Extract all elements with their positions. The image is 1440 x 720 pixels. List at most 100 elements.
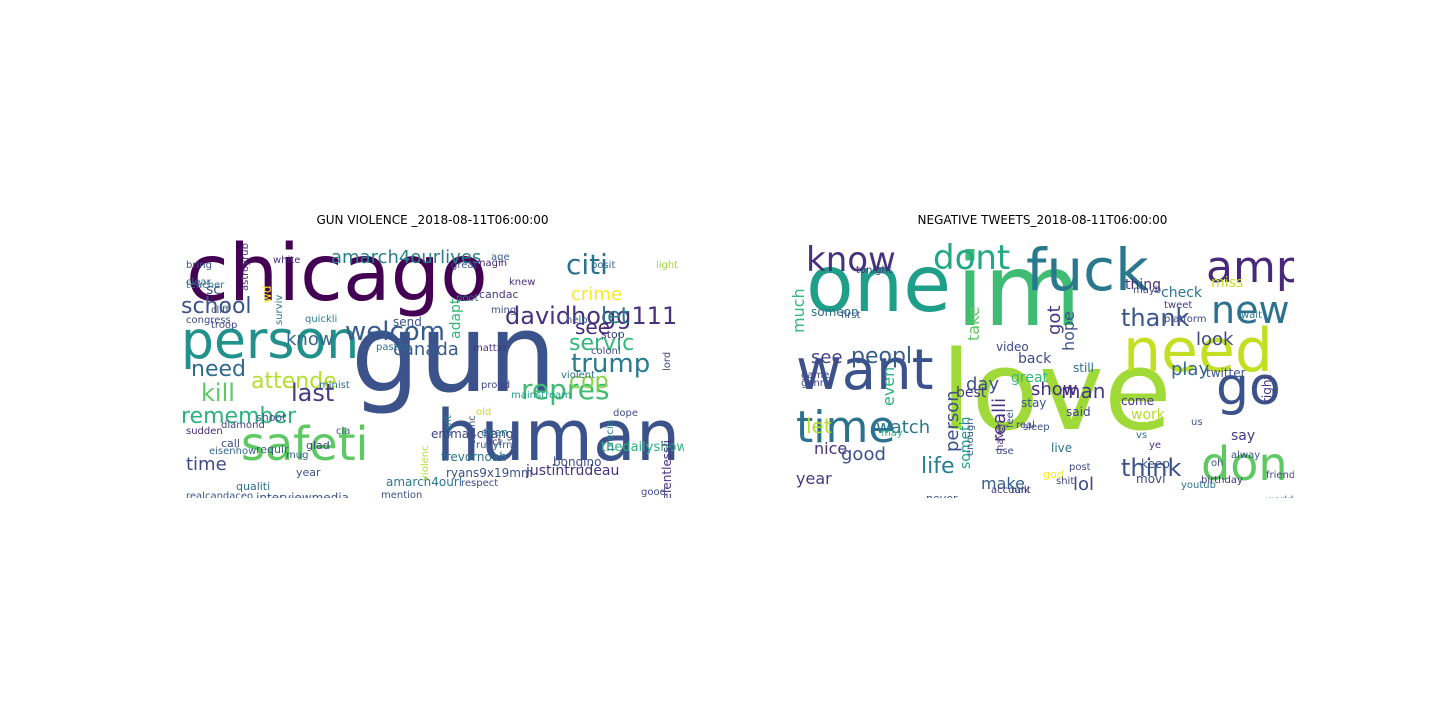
cloud-word: may <box>881 428 903 439</box>
cloud-word: mattxr <box>473 343 507 354</box>
cloud-word: us <box>1191 417 1203 428</box>
cloud-word: sudden <box>186 426 223 437</box>
cloud-word: human <box>436 395 681 477</box>
cloud-word: nice <box>814 439 848 458</box>
cloud-word: right <box>1260 374 1274 403</box>
cloud-word: precio <box>605 420 616 451</box>
cloud-word: quickli <box>305 314 338 325</box>
cloud-word: davidhogg111 <box>505 302 678 330</box>
cloud-word: cliff <box>211 305 229 316</box>
cloud-word: thedailyshow <box>601 440 684 455</box>
cloud-word: person <box>181 311 360 371</box>
cloud-word: proud <box>481 380 511 391</box>
cloud-word: trevornoah <box>441 450 507 464</box>
cloud-word: see <box>811 347 843 368</box>
cloud-word: canada <box>393 339 459 360</box>
cloud-word: keep <box>1141 457 1170 471</box>
cloud-word: remember <box>181 404 297 429</box>
word-cloud: chicago gun human person safeti davidhogg111 w… <box>181 231 684 498</box>
cloud-word: oh <box>1211 458 1224 469</box>
cloud-word: make <box>981 474 1025 493</box>
cloud-word: violenc <box>420 445 431 481</box>
cloud-word: cop <box>569 369 609 394</box>
cloud-word: mainstream <box>511 390 572 401</box>
cloud-word: mention <box>381 490 423 499</box>
cloud-word: come <box>1121 394 1155 408</box>
cloud-word: interviewmedia <box>256 491 349 498</box>
cloud-word: know <box>286 329 334 350</box>
cloud-word: call <box>221 437 240 450</box>
cloud-word: feel <box>1005 409 1016 428</box>
cloud-word: let <box>806 414 832 438</box>
cloud-word: rubyfrn <box>476 440 513 451</box>
panel-title: NEGATIVE TWEETS_2018-08-11T06:00:00 <box>917 213 1168 227</box>
cloud-word: justintrudeau <box>526 463 620 479</box>
cloud-word: imagin <box>473 258 508 269</box>
cloud-word: lord <box>662 351 673 371</box>
cloud-word: trump <box>571 349 651 379</box>
cloud-word: talk <box>1011 485 1030 496</box>
cloud-word: white <box>273 255 301 266</box>
cloud-word: year <box>796 469 832 488</box>
cloud-word: want <box>796 338 934 403</box>
cloud-word: bring <box>186 260 212 271</box>
cloud-word: go <box>1216 357 1281 417</box>
cloud-word: ryans9x19mm <box>446 466 533 480</box>
cloud-word: candac <box>479 288 519 301</box>
cloud-word: god <box>1043 468 1064 481</box>
cloud-word: need <box>1123 316 1273 386</box>
cloud-word: old <box>476 407 492 418</box>
cloud-word: amarch4ourlives <box>331 247 482 268</box>
cloud-word: post <box>1069 462 1091 473</box>
cloud-word: say <box>1231 428 1256 444</box>
cloud-word: never <box>926 493 958 498</box>
cloud-word: citi <box>566 248 608 281</box>
cloud-word: peopl <box>851 344 913 369</box>
cloud-word: im <box>956 232 1082 349</box>
cloud-word: think <box>1121 454 1182 482</box>
cloud-word: teacher <box>186 280 225 291</box>
cloud-word: mingi <box>491 305 519 316</box>
cloud-word: said <box>1066 405 1091 419</box>
cloud-word: use <box>996 446 1014 457</box>
cloud-word: wd <box>260 285 274 303</box>
cloud-word: minist <box>319 380 350 391</box>
cloud-word: need <box>191 357 246 382</box>
panel-title: GUN VIOLENCE _2018-08-11T06:00:00 <box>316 213 549 227</box>
cloud-word: birthday <box>1201 475 1243 486</box>
cloud-word: game <box>801 370 830 381</box>
cloud-word: requir <box>256 443 289 456</box>
cloud-word: clear <box>186 277 211 288</box>
cloud-word: back <box>1018 351 1052 367</box>
cloud-word: best <box>956 385 987 401</box>
cloud-word: new <box>1211 288 1290 332</box>
cloud-word: movi <box>1136 472 1166 486</box>
cloud-word: even <box>879 366 898 406</box>
cloud-word: hope <box>1059 311 1078 351</box>
cloud-word: realcandaceo <box>186 491 254 499</box>
cloud-word: time <box>186 454 227 475</box>
cloud-word: enough <box>965 418 976 456</box>
cloud-word: posit <box>591 260 616 271</box>
cloud-word: look <box>1196 329 1234 350</box>
cloud-word: mayb <box>1133 285 1162 296</box>
cloud-word: fuck <box>1026 236 1149 304</box>
cloud-word: diamond <box>221 420 265 431</box>
cloud-word: time <box>796 402 896 453</box>
cloud-word: know <box>806 240 896 280</box>
cloud-word: repres <box>521 373 610 406</box>
cloud-word: tweet <box>1164 300 1193 311</box>
cloud-word: work <box>1131 407 1165 423</box>
cloud-word: amarch4ourl <box>386 475 463 489</box>
cloud-word: alway <box>1231 450 1261 461</box>
cloud-word: shit <box>1056 476 1075 487</box>
cloud-word: knew <box>509 277 536 288</box>
cloud-word: stay <box>1021 396 1047 410</box>
cloud-word: respect <box>461 478 499 489</box>
cloud-word: watch <box>876 417 931 438</box>
cloud-word: sc <box>206 282 221 298</box>
cloud-word: real <box>1016 420 1035 431</box>
cloud-word: take <box>964 306 983 341</box>
cloud-word: still <box>1073 361 1094 375</box>
cloud-word: good <box>641 487 666 498</box>
